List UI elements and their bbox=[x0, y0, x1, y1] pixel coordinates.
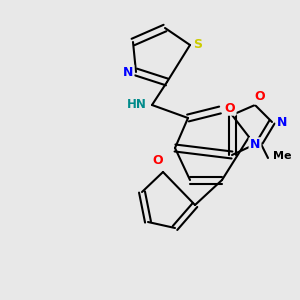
Text: O: O bbox=[225, 101, 235, 115]
Text: Me: Me bbox=[273, 151, 291, 161]
Text: N: N bbox=[250, 139, 260, 152]
Text: HN: HN bbox=[127, 98, 147, 112]
Text: N: N bbox=[123, 65, 133, 79]
Text: N: N bbox=[277, 116, 287, 128]
Text: O: O bbox=[255, 91, 265, 103]
Text: O: O bbox=[153, 154, 163, 166]
Text: S: S bbox=[194, 38, 202, 52]
